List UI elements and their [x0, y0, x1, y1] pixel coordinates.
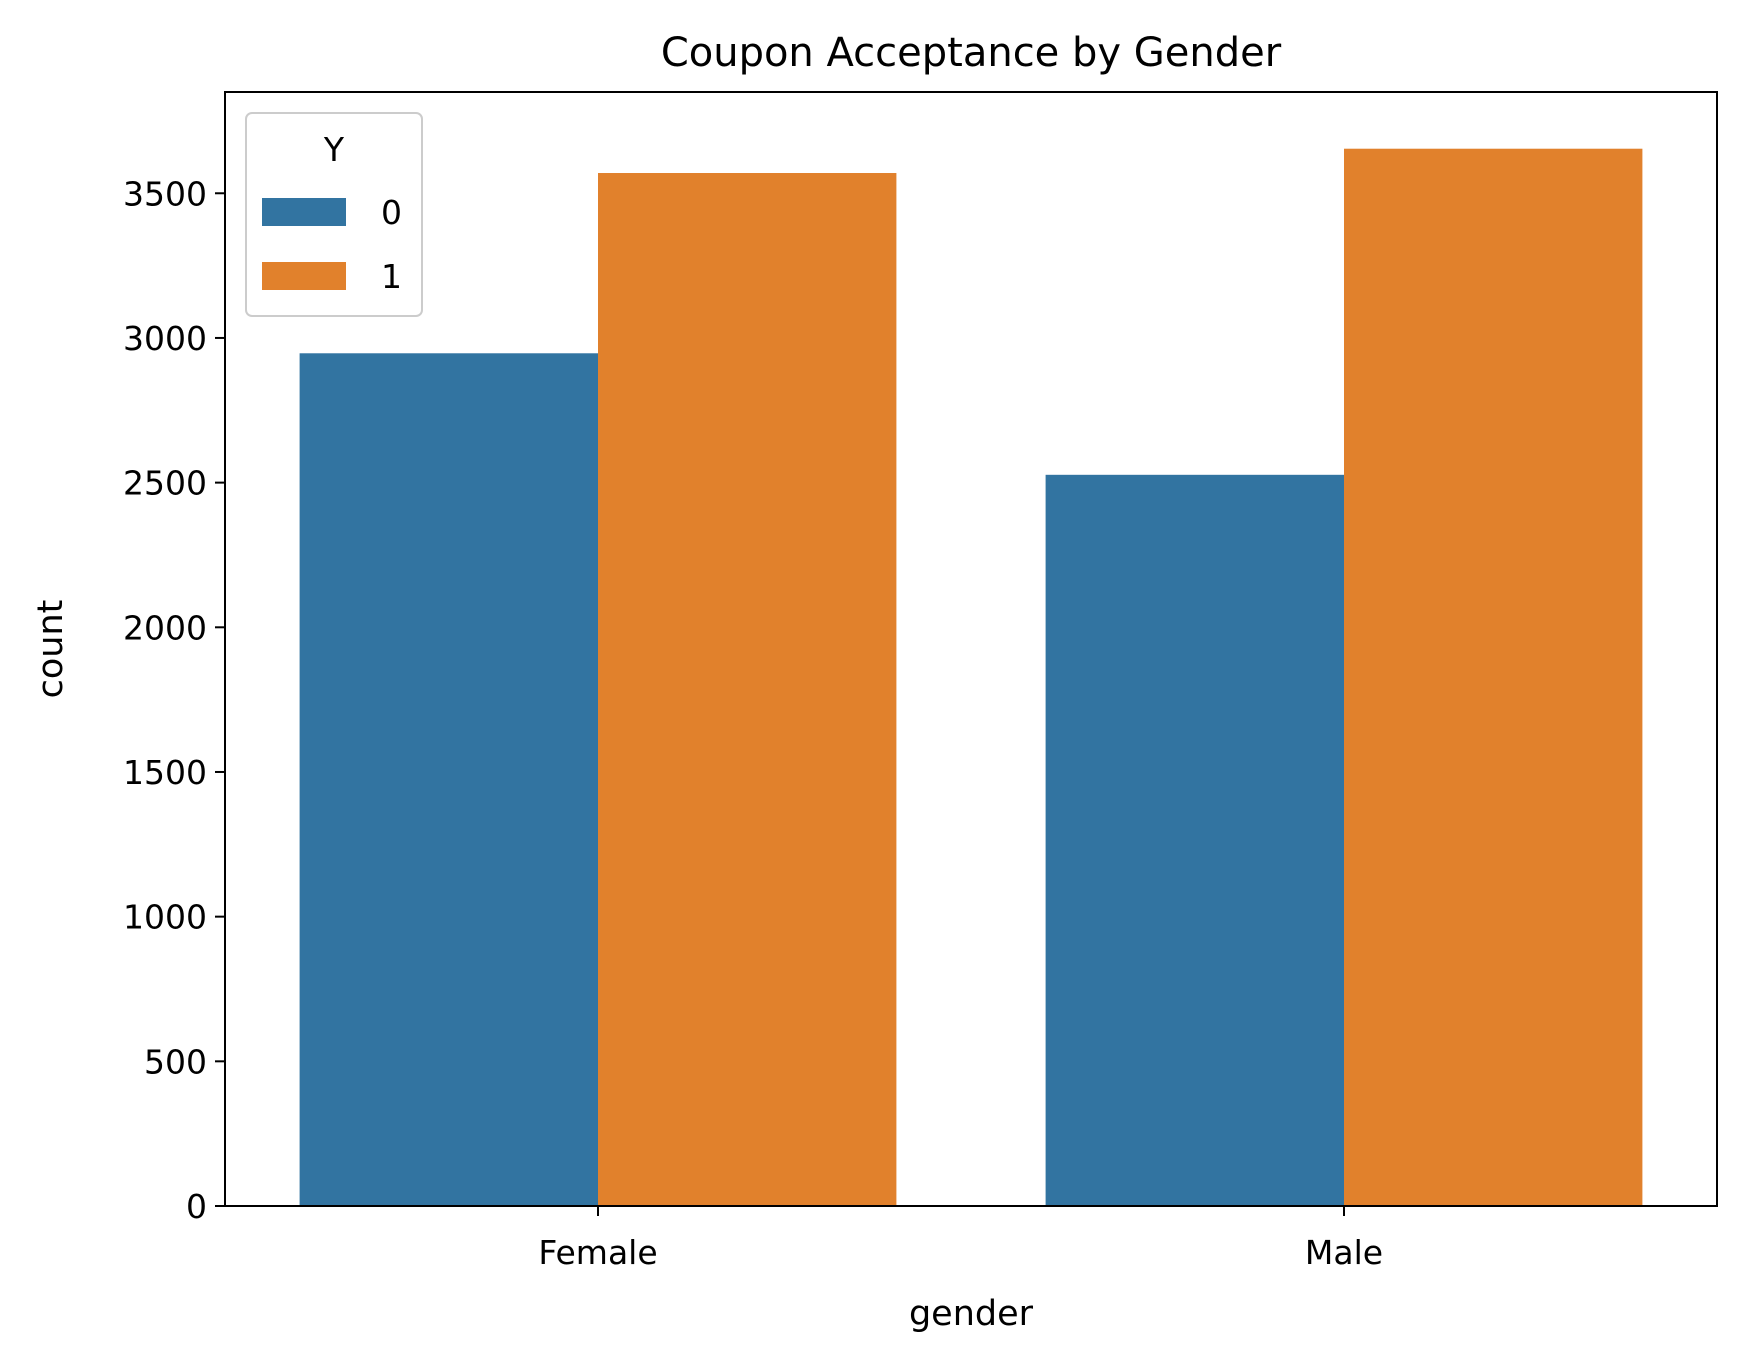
legend-title: Y: [323, 130, 345, 169]
legend-swatch-y1: [262, 262, 346, 290]
y-tick-label: 3500: [123, 174, 207, 213]
x-axis-label: gender: [909, 1294, 1034, 1334]
legend-label-y1: 1: [381, 257, 402, 296]
bar-male-y1: [1344, 148, 1643, 1206]
bars-group: [299, 148, 1643, 1206]
bar-female-y0: [299, 353, 598, 1206]
y-tick-label: 2000: [123, 608, 207, 647]
legend: Y 0 1: [245, 112, 423, 317]
y-axis-ticks: 0 500 1000 1500 2000 2500 3000 3500: [123, 174, 225, 1226]
x-tick-label: Male: [1305, 1233, 1383, 1272]
x-axis-ticks: Female Male: [538, 1206, 1383, 1272]
x-tick-label: Female: [538, 1233, 657, 1272]
chart-title: Coupon Acceptance by Gender: [661, 30, 1282, 76]
y-axis-label: count: [31, 600, 71, 699]
legend-label-y0: 0: [381, 193, 402, 232]
y-tick-label: 1000: [123, 898, 207, 937]
bar-male-y0: [1045, 474, 1344, 1206]
y-tick-label: 0: [186, 1187, 207, 1226]
y-tick-label: 1500: [123, 753, 207, 792]
plot-frame: [224, 91, 1718, 1207]
y-tick-label: 500: [144, 1042, 207, 1081]
legend-swatch-y0: [262, 198, 346, 226]
y-tick-label: 2500: [123, 464, 207, 503]
y-tick-label: 3000: [123, 319, 207, 358]
bar-female-y1: [598, 173, 897, 1206]
